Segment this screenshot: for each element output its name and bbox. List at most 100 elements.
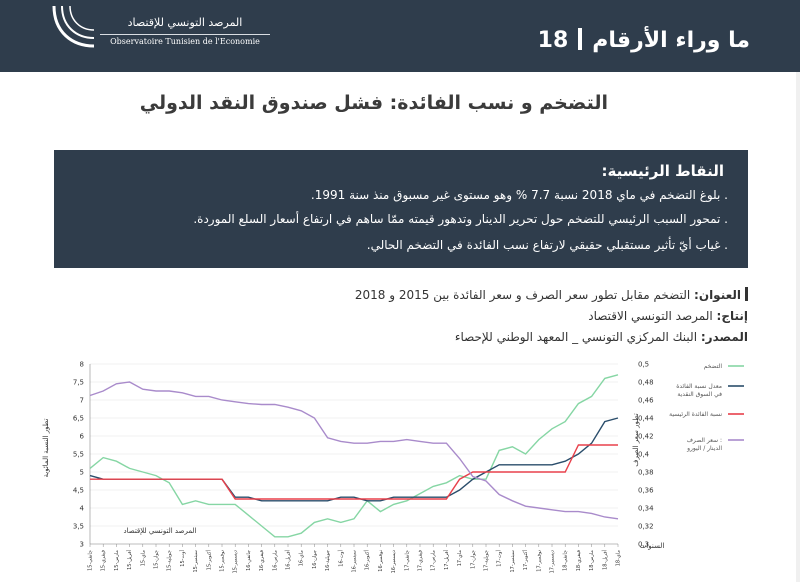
y2-tick-label: 0,42 xyxy=(638,433,654,441)
title-bar-mark xyxy=(745,287,748,301)
y2-tick-label: 0,38 xyxy=(638,469,654,477)
source-line: المصدر: البنك المركزي التونسي _ المعهد ا… xyxy=(455,330,748,344)
series-line-3 xyxy=(90,444,618,500)
y2-tick-label: 0,5 xyxy=(638,361,649,369)
x-tick-label: مارس-15 xyxy=(114,550,120,571)
x-tick-label: سبتمبر-17 xyxy=(510,550,516,573)
legend-label: سعر الصرف : الدينار / اليورو xyxy=(686,437,722,452)
y-axis-label: تطور النسبة المائوية xyxy=(42,418,50,477)
y-tick-label: 5 xyxy=(80,469,84,477)
y2-tick-label: 0,3 xyxy=(638,541,649,549)
y2-axis-label: تطور سعر الصرف xyxy=(632,413,640,467)
y2-tick-label: 0,4 xyxy=(638,451,650,459)
key-point-2: . تمحور السبب الرئيسي للتضخم حول تحرير ا… xyxy=(193,212,728,226)
x-tick-label: أكتوبر-17 xyxy=(522,549,529,570)
x-tick-label: ماي-15 xyxy=(140,550,146,567)
x-tick-label: أوت-16 xyxy=(337,549,344,566)
source-label: المصدر: xyxy=(700,330,748,344)
x-tick-label: جوان-16 xyxy=(312,550,318,569)
chart-legend: التضخم معدل نسبة الفائدة في السوق النقدية ن… xyxy=(669,363,744,452)
x-tick-label: نوفمبر-15 xyxy=(220,550,226,572)
y-tick-label: 6,5 xyxy=(73,415,84,423)
scrollbar[interactable] xyxy=(796,72,800,582)
y-tick-label: 6 xyxy=(80,433,85,441)
x-tick-label: جوان-15 xyxy=(154,550,160,569)
x-tick-label: ماي-17 xyxy=(457,550,463,567)
series-name: ما وراء الأرقام xyxy=(592,28,750,53)
x-tick-label: سبتمبر-15 xyxy=(193,550,199,573)
production-value: المرصد التونسي الاقتصاد xyxy=(588,309,713,323)
x-tick-label: أفريل-18 xyxy=(601,549,608,570)
x-tick-label: أفريل-17 xyxy=(443,549,450,570)
key-point-3: . غياب أيّ تأثير مستقبلي حقيقي لارتفاع ن… xyxy=(366,238,728,252)
y2-tick-label: 0,46 xyxy=(638,397,654,405)
x-tick-label: نوفمبر-16 xyxy=(378,550,384,572)
logo-french-text: Observatoire Tunisien de l'Economie xyxy=(100,34,270,46)
key-points-title: النقاط الرئيسية: xyxy=(601,162,724,180)
logo-arabic-text: المرصد التونسي للإقتصاد xyxy=(127,16,243,29)
y2-axis-ticks: 0,3 0,32 0,34 0,36 0,38 0,4 0,42 0,44 0,46 0,48 0,… xyxy=(638,361,654,549)
x-tick-label: فيفري-18 xyxy=(576,549,582,571)
series-title: ما وراء الأرقام 18 xyxy=(538,28,750,53)
x-tick-label: جويلية-16 xyxy=(325,550,331,571)
y-tick-label: 3 xyxy=(80,541,84,549)
x-tick-label: فيفري-15 xyxy=(101,549,107,571)
chart-title-line: العنوان: التضخم مقابل تطور سعر الصرف و س… xyxy=(355,287,748,302)
y-tick-label: 3,5 xyxy=(73,523,84,531)
x-tick-label: جانفي-16 xyxy=(246,550,252,571)
x-tick-label: جويلية-17 xyxy=(484,550,490,571)
x-tick-label: ديسمبر-15 xyxy=(233,550,239,573)
x-tick-label: جانفي-18 xyxy=(563,550,569,571)
key-point-1: . بلوغ التضخم في ماي 2018 نسبة 7.7 % وهو… xyxy=(310,188,728,202)
x-tick-label: نوفمبر-17 xyxy=(536,550,542,572)
y2-tick-label: 0,32 xyxy=(638,523,654,531)
issue-number: 18 xyxy=(537,28,569,53)
chart-title-label: العنوان: xyxy=(694,288,741,302)
y-tick-label: 7,5 xyxy=(73,379,84,387)
y-tick-label: 4,5 xyxy=(73,487,84,495)
logo-swirl-icon xyxy=(52,5,95,48)
y2-tick-label: 0,36 xyxy=(638,487,654,495)
x-axis-label: السنوات xyxy=(640,542,665,550)
key-points-box: النقاط الرئيسية: . بلوغ التضخم في ماي 20… xyxy=(54,150,748,268)
x-tick-label: أوت-15 xyxy=(179,549,186,566)
x-tick-label: ماي-16 xyxy=(299,550,305,567)
logo: المرصد التونسي للإقتصاد Observatoire Tun… xyxy=(48,2,270,52)
series-line-1 xyxy=(89,374,619,538)
chart-watermark: المرصد التونسي للإقتصاد xyxy=(124,527,197,535)
x-tick-label: أكتوبر-15 xyxy=(205,549,212,570)
x-tick-label: أكتوبر-16 xyxy=(364,549,371,570)
x-tick-label: ديسمبر-17 xyxy=(550,550,556,573)
x-tick-label: فيفري-16 xyxy=(259,549,265,571)
y-tick-label: 7 xyxy=(80,397,84,405)
x-axis-ticks: جانفي-15 فيفري-15 مارس-15 أفريل-15 ماي-15 جوا… xyxy=(88,549,622,573)
y-tick-label: 4 xyxy=(80,505,85,513)
series-line-2 xyxy=(89,417,619,502)
x-tick-label: سبتمبر-16 xyxy=(352,550,358,573)
x-tick-label: مارس-17 xyxy=(431,550,437,571)
x-tick-label: جويلية-15 xyxy=(167,550,173,571)
x-tick-label: مارس-18 xyxy=(589,550,595,571)
x-tick-label: جانفي-15 xyxy=(88,550,94,571)
y-axis-ticks: 3 3,5 4 4,5 5 5,5 6 6,5 7 7,5 8 xyxy=(73,361,85,549)
y2-tick-label: 0,44 xyxy=(638,415,654,423)
chart-grid xyxy=(89,363,619,547)
x-tick-label: فيفري-17 xyxy=(418,549,424,571)
source-value: البنك المركزي التونسي _ المعهد الوطني لل… xyxy=(454,330,698,344)
x-tick-label: أوت-17 xyxy=(496,549,503,566)
y-tick-label: 5,5 xyxy=(73,451,84,459)
legend-label: التضخم xyxy=(704,363,723,370)
y2-tick-label: 0,34 xyxy=(638,505,654,513)
x-tick-label: جانفي-17 xyxy=(404,550,410,571)
x-tick-label: أفريل-15 xyxy=(126,549,133,570)
x-tick-label: أفريل-16 xyxy=(285,549,292,570)
y-tick-label: 8 xyxy=(80,361,84,369)
x-tick-label: جوان-17 xyxy=(470,550,476,569)
x-tick-label: ماي-18 xyxy=(616,550,622,567)
production-label: إنتاج: xyxy=(716,309,748,323)
page-title: التضخم و نسب الفائدة: فشل صندوق النقد ال… xyxy=(139,92,608,114)
header-bar: المرصد التونسي للإقتصاد Observatoire Tun… xyxy=(0,0,800,72)
chart-title-value: التضخم مقابل تطور سعر الصرف و سعر الفائد… xyxy=(354,288,691,302)
production-line: إنتاج: المرصد التونسي الاقتصاد xyxy=(588,309,748,323)
x-tick-label: مارس-16 xyxy=(272,550,278,571)
